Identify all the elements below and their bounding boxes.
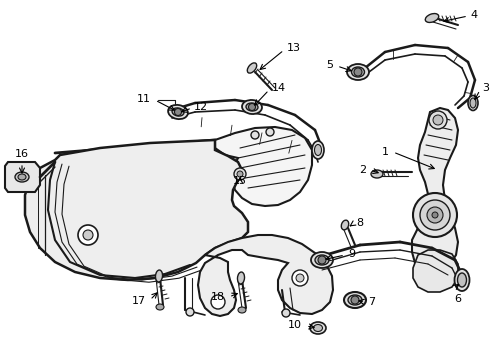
Text: 16: 16 [15, 149, 29, 159]
Text: 8: 8 [356, 218, 363, 228]
Ellipse shape [18, 174, 26, 180]
Ellipse shape [238, 272, 245, 284]
Text: 10: 10 [288, 320, 302, 330]
Circle shape [78, 225, 98, 245]
Polygon shape [25, 140, 248, 280]
Circle shape [351, 296, 359, 304]
Ellipse shape [238, 307, 246, 313]
Circle shape [432, 212, 438, 218]
Circle shape [186, 308, 194, 316]
Circle shape [234, 168, 246, 180]
Text: 12: 12 [194, 102, 208, 112]
Text: 15: 15 [233, 176, 247, 186]
Circle shape [433, 115, 443, 125]
Text: 6: 6 [455, 294, 462, 304]
Ellipse shape [246, 103, 258, 111]
Ellipse shape [315, 144, 321, 156]
Polygon shape [215, 127, 312, 206]
Text: 3: 3 [482, 83, 489, 93]
Ellipse shape [156, 304, 164, 310]
Text: 9: 9 [348, 249, 355, 259]
Circle shape [318, 256, 326, 264]
Circle shape [83, 230, 93, 240]
Polygon shape [413, 250, 458, 292]
Text: 1: 1 [382, 147, 389, 157]
Circle shape [429, 111, 447, 129]
Ellipse shape [168, 105, 188, 119]
Ellipse shape [458, 273, 466, 287]
Text: 13: 13 [287, 43, 301, 53]
Ellipse shape [342, 220, 349, 230]
Circle shape [413, 193, 457, 237]
Ellipse shape [242, 100, 262, 114]
Text: 2: 2 [359, 165, 366, 175]
Ellipse shape [172, 108, 184, 116]
Circle shape [427, 207, 443, 223]
Text: 4: 4 [470, 10, 477, 20]
Ellipse shape [314, 324, 322, 332]
Polygon shape [412, 108, 458, 272]
Ellipse shape [348, 295, 362, 305]
Circle shape [296, 274, 304, 282]
Ellipse shape [310, 322, 326, 334]
Ellipse shape [311, 252, 333, 268]
Polygon shape [5, 162, 40, 192]
Ellipse shape [344, 292, 366, 308]
Text: 11: 11 [137, 94, 151, 104]
Circle shape [266, 128, 274, 136]
Ellipse shape [470, 98, 476, 108]
Circle shape [174, 108, 181, 116]
Ellipse shape [155, 270, 163, 282]
Ellipse shape [247, 63, 257, 73]
Circle shape [420, 200, 450, 230]
Ellipse shape [347, 64, 369, 80]
Circle shape [354, 68, 362, 76]
Circle shape [282, 309, 290, 317]
Text: 7: 7 [368, 297, 375, 307]
Ellipse shape [455, 269, 469, 291]
Text: 18: 18 [211, 292, 225, 302]
Polygon shape [198, 235, 333, 316]
Text: 5: 5 [326, 60, 333, 70]
Ellipse shape [425, 14, 439, 22]
Circle shape [248, 104, 255, 111]
Circle shape [211, 295, 225, 309]
Text: 14: 14 [272, 83, 286, 93]
Ellipse shape [15, 172, 29, 182]
Circle shape [292, 270, 308, 286]
Ellipse shape [315, 255, 329, 265]
Circle shape [251, 131, 259, 139]
Circle shape [237, 171, 243, 177]
Ellipse shape [371, 170, 383, 178]
Text: 17: 17 [132, 296, 146, 306]
Ellipse shape [468, 95, 478, 111]
Ellipse shape [351, 67, 365, 77]
Ellipse shape [312, 141, 324, 159]
